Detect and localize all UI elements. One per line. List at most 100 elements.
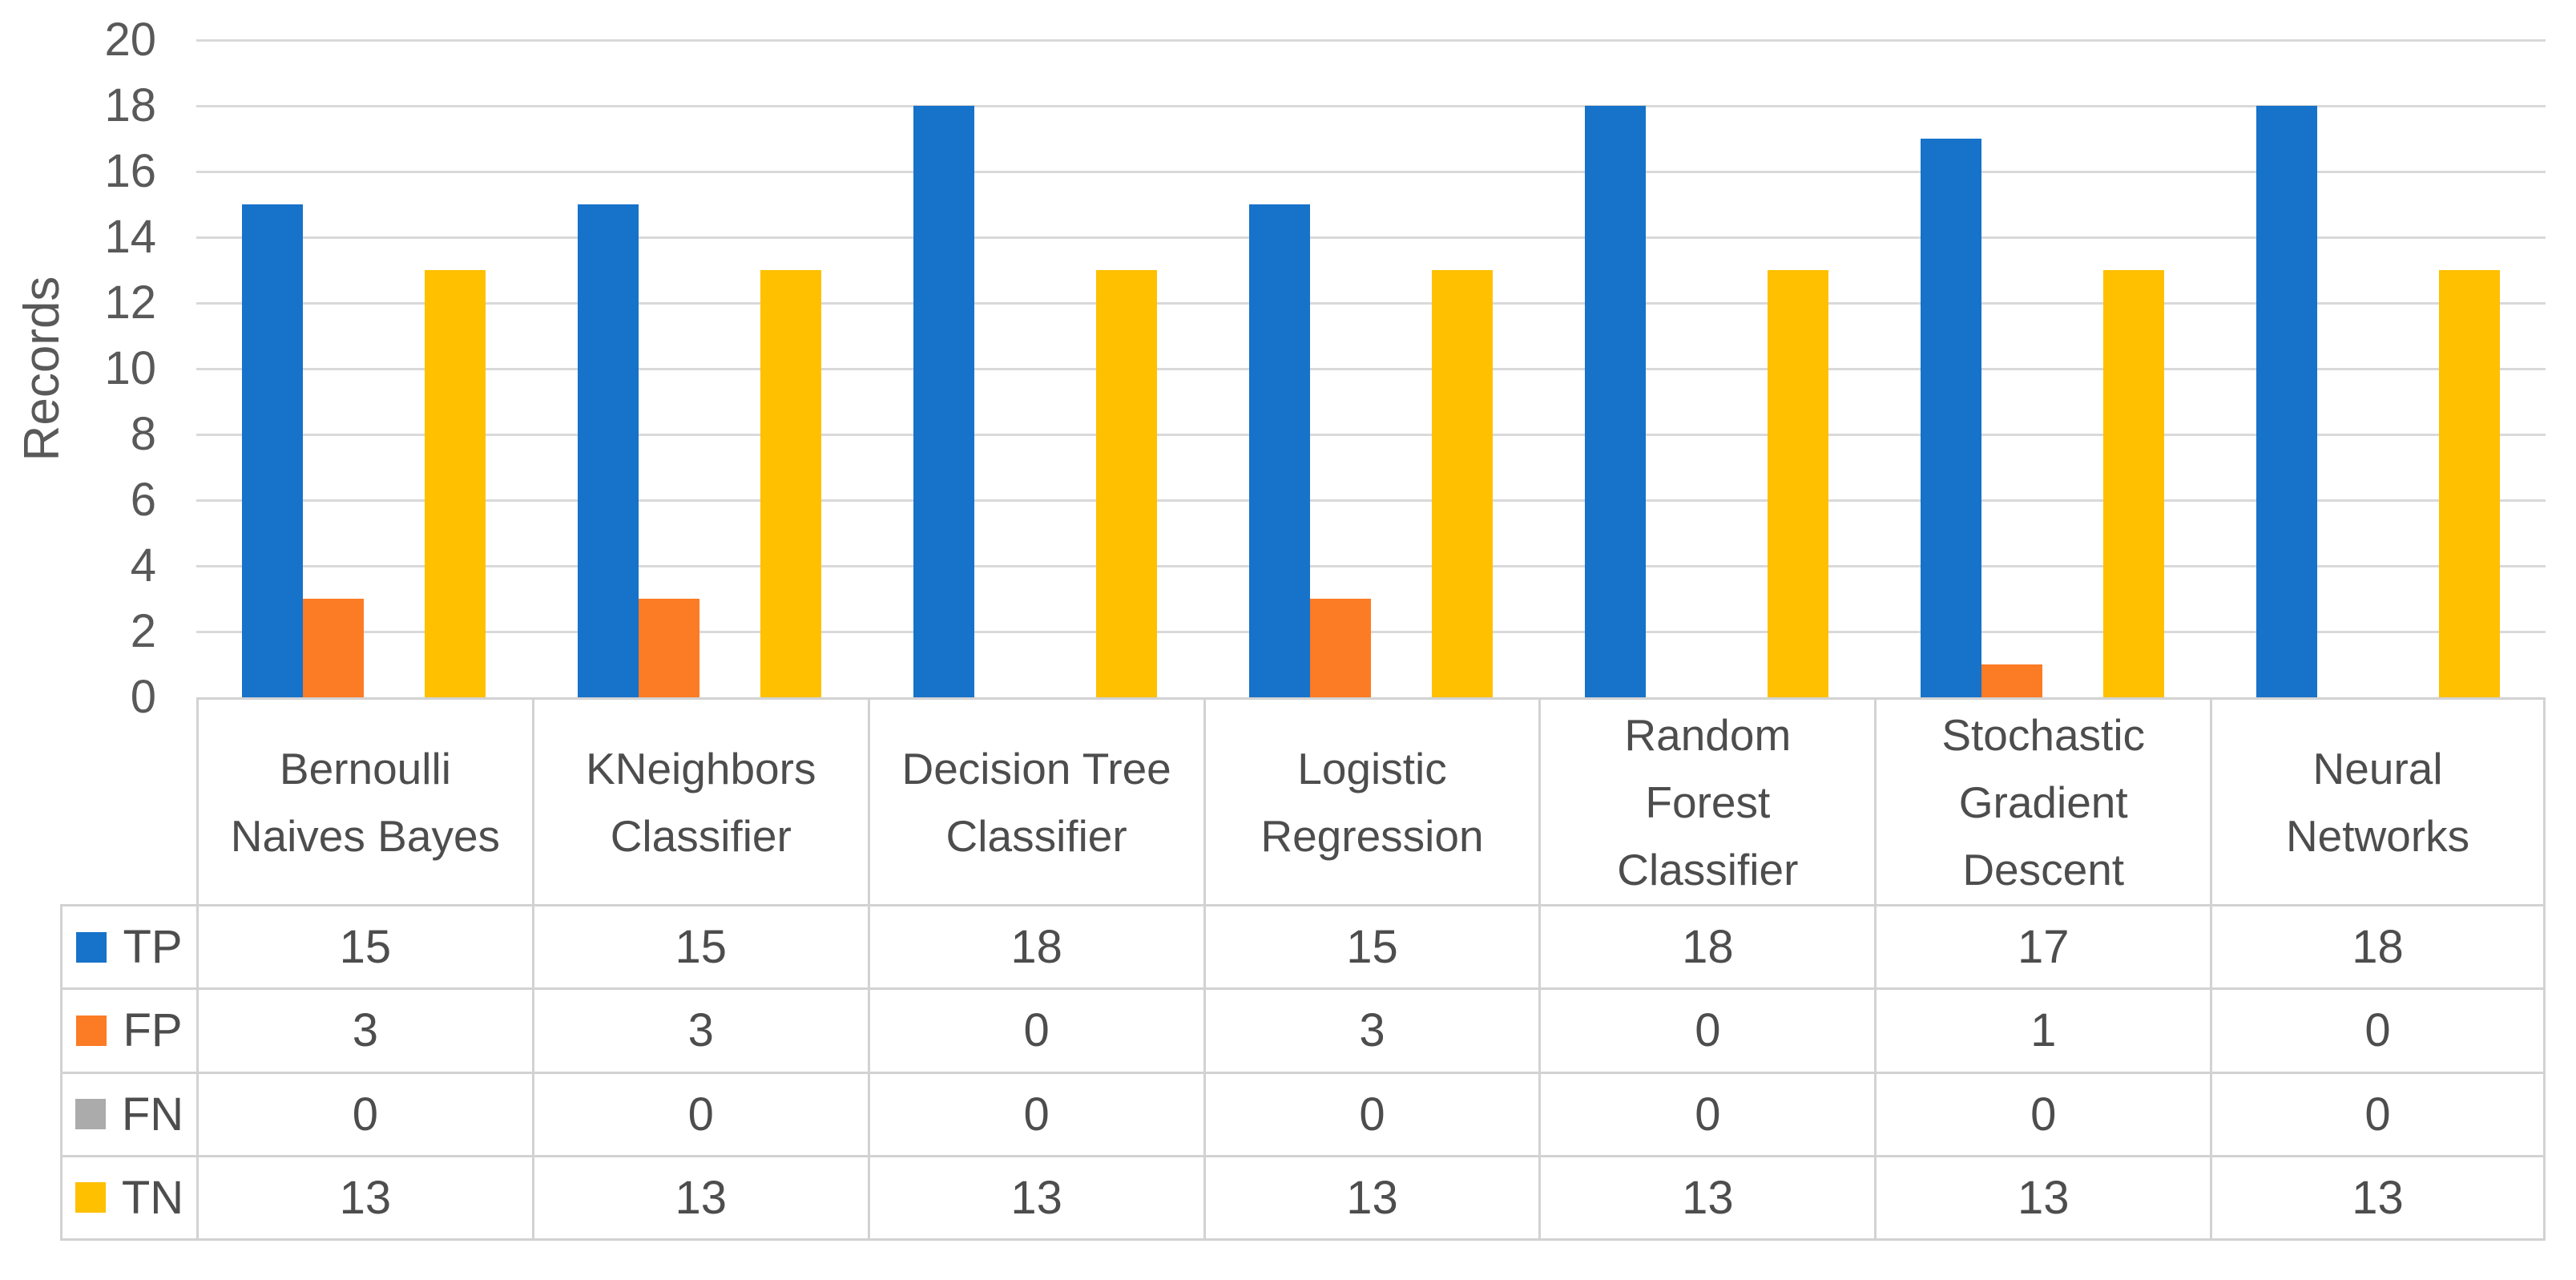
table-value-cell-fn-1: 0 bbox=[531, 1073, 868, 1157]
bar-tn-3 bbox=[1432, 270, 1493, 697]
category-label-line: Bernoulli bbox=[279, 743, 451, 793]
category-header-cell: Decision Tree Classifier bbox=[867, 697, 1203, 906]
gridline bbox=[196, 434, 2546, 436]
category-label-line: Decision Tree bbox=[901, 743, 1171, 793]
table-value-cell-fn-6: 0 bbox=[2210, 1073, 2546, 1157]
category-label-line: Forest bbox=[1645, 777, 1771, 827]
series-name-label: TN bbox=[121, 1171, 184, 1224]
table-value-cell-tn-4: 13 bbox=[1538, 1157, 1875, 1241]
table-value-cell-tn-3: 13 bbox=[1203, 1157, 1539, 1241]
y-tick-label: 14 bbox=[104, 211, 156, 263]
table-value-cell-fn-3: 0 bbox=[1203, 1073, 1539, 1157]
gridline bbox=[196, 565, 2546, 567]
category-label-line: Gradient bbox=[1958, 777, 2128, 827]
y-tick-label: 12 bbox=[104, 277, 156, 329]
bar-fp-3 bbox=[1310, 599, 1371, 697]
gridline bbox=[196, 39, 2546, 42]
table-value-cell-fp-4: 0 bbox=[1538, 990, 1875, 1074]
table-value-cell-tn-5: 13 bbox=[1874, 1157, 2211, 1241]
y-tick-label: 4 bbox=[130, 539, 156, 592]
gridline bbox=[196, 631, 2546, 633]
gridline bbox=[196, 236, 2546, 239]
bar-tn-5 bbox=[2102, 270, 2164, 697]
table-value-cell-fp-6: 0 bbox=[2210, 990, 2546, 1074]
category-label-line: Descent bbox=[1962, 844, 2125, 894]
gridline bbox=[196, 302, 2546, 305]
series-name-label: FP bbox=[123, 1004, 183, 1057]
table-value-cell-tn-1: 13 bbox=[531, 1157, 868, 1241]
y-tick-label: 16 bbox=[104, 145, 156, 197]
series-name-label: TP bbox=[123, 921, 183, 974]
bar-fp-1 bbox=[639, 599, 700, 697]
category-label-line: Stochastic bbox=[1941, 709, 2146, 760]
y-tick-label: 2 bbox=[130, 605, 156, 657]
table-value-cell-tp-2: 18 bbox=[867, 906, 1203, 991]
bar-tp-5 bbox=[1920, 139, 1981, 697]
bar-tp-2 bbox=[913, 106, 975, 697]
table-value-cell-fn-0: 0 bbox=[196, 1073, 532, 1157]
legend-key-cell-fn: FN bbox=[60, 1073, 196, 1157]
category-label-line: Regression bbox=[1260, 810, 1484, 861]
y-tick-label: 6 bbox=[130, 474, 156, 526]
bar-tp-0 bbox=[242, 204, 304, 697]
category-label-line: Logistic bbox=[1297, 743, 1447, 793]
legend-key-cell-tp: TP bbox=[60, 906, 196, 991]
table-value-cell-tp-3: 15 bbox=[1203, 906, 1539, 991]
category-label-line: Networks bbox=[2285, 810, 2470, 861]
table-value-cell-fn-5: 0 bbox=[1874, 1073, 2211, 1157]
bar-tp-4 bbox=[1584, 106, 1646, 697]
y-tick-label: 18 bbox=[104, 79, 156, 131]
table-value-cell-tn-6: 13 bbox=[2210, 1157, 2546, 1241]
category-label-line: Classifier bbox=[1617, 844, 1799, 894]
table-value-cell-tn-2: 13 bbox=[867, 1157, 1203, 1241]
category-header-cell: Stochastic Gradient Descent bbox=[1874, 697, 2211, 906]
bar-tp-3 bbox=[1249, 204, 1310, 697]
y-tick-label: 8 bbox=[130, 408, 156, 460]
legend-key-cell-fp: FP bbox=[60, 990, 196, 1074]
category-label-line: Classifier bbox=[610, 810, 792, 861]
table-value-cell-tp-0: 15 bbox=[196, 906, 532, 991]
table-value-cell-fn-4: 0 bbox=[1538, 1073, 1875, 1157]
gridline bbox=[196, 105, 2546, 107]
y-tick-label: 0 bbox=[130, 671, 156, 723]
table-value-cell-fp-5: 1 bbox=[1874, 990, 2211, 1074]
table-value-cell-tn-0: 13 bbox=[196, 1157, 532, 1241]
bar-fp-0 bbox=[303, 599, 365, 697]
legend-color-swatch-fn bbox=[75, 1099, 106, 1130]
category-header-cell: Bernoulli Naives Bayes bbox=[196, 697, 532, 906]
table-value-cell-tp-1: 15 bbox=[531, 906, 868, 991]
plot-area bbox=[196, 39, 2546, 697]
y-tick-label: 20 bbox=[104, 14, 156, 66]
bar-tn-1 bbox=[760, 270, 822, 697]
legend-color-swatch-tn bbox=[75, 1182, 106, 1213]
gridline bbox=[196, 171, 2546, 173]
bar-tp-1 bbox=[578, 204, 639, 697]
category-header-cell: Neural Networks bbox=[2210, 697, 2546, 906]
table-corner-blank-cell bbox=[60, 697, 196, 906]
table-value-cell-fp-2: 0 bbox=[867, 990, 1203, 1074]
table-value-cell-fp-0: 3 bbox=[196, 990, 532, 1074]
category-label-line: Neural bbox=[2312, 743, 2443, 793]
legend-color-swatch-tp bbox=[76, 931, 107, 963]
table-value-cell-fp-1: 3 bbox=[531, 990, 868, 1074]
bar-fp-5 bbox=[1981, 664, 2042, 697]
bar-tp-6 bbox=[2256, 106, 2317, 697]
category-header-cell: Logistic Regression bbox=[1203, 697, 1539, 906]
legend-key-cell-tn: TN bbox=[60, 1157, 196, 1241]
bar-tn-6 bbox=[2438, 270, 2500, 697]
category-label-line: Classifier bbox=[945, 810, 1127, 861]
gridline bbox=[196, 499, 2546, 502]
table-value-cell-tp-4: 18 bbox=[1538, 906, 1875, 991]
bar-tn-4 bbox=[1767, 270, 1828, 697]
bar-tn-0 bbox=[425, 270, 486, 697]
table-value-cell-fn-2: 0 bbox=[867, 1073, 1203, 1157]
category-header-cell: Random Forest Classifier bbox=[1538, 697, 1875, 906]
legend-color-swatch-fp bbox=[76, 1015, 107, 1046]
category-label-line: Random bbox=[1624, 709, 1792, 760]
table-value-cell-fp-3: 3 bbox=[1203, 990, 1539, 1074]
series-name-label: FN bbox=[121, 1088, 184, 1141]
category-label-line: KNeighbors bbox=[586, 743, 816, 793]
table-value-cell-tp-5: 17 bbox=[1874, 906, 2211, 991]
bar-tn-2 bbox=[1096, 270, 1158, 697]
